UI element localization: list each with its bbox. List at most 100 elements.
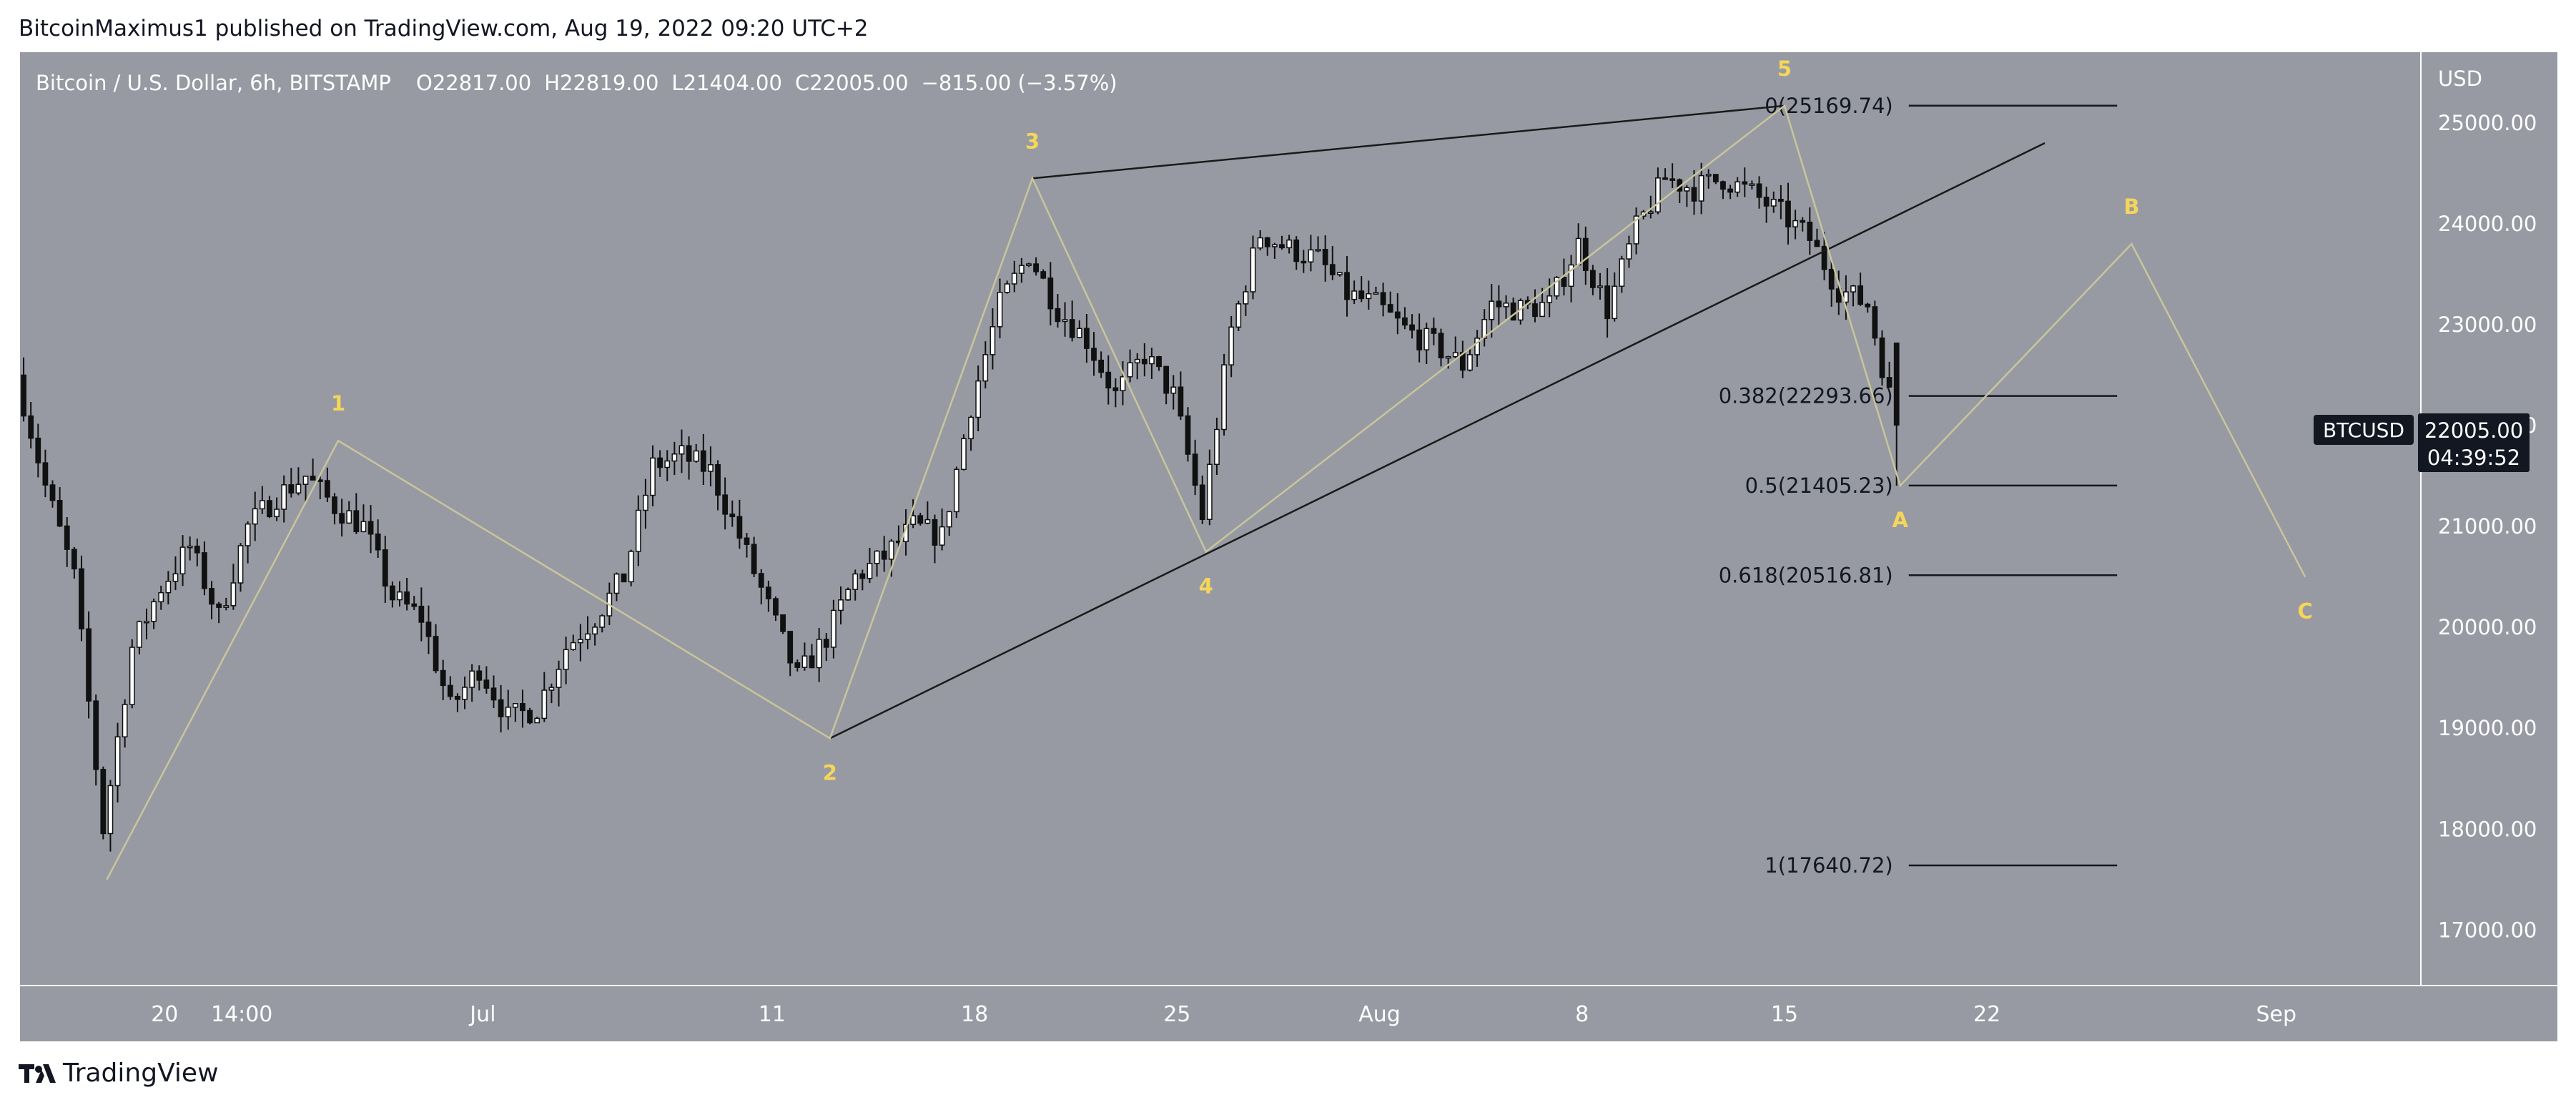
candle-body: [56, 500, 63, 527]
candle-body: [1893, 342, 1900, 426]
candle-body: [693, 450, 699, 462]
candle-body: [332, 496, 337, 514]
candle-body: [801, 655, 808, 668]
candle-body: [216, 603, 222, 608]
candle-body: [570, 642, 576, 650]
candle-body: [968, 416, 974, 440]
candle-body: [1329, 264, 1336, 275]
candle-body: [1264, 237, 1270, 247]
candle-body: [165, 581, 172, 594]
candle-body: [1170, 386, 1177, 394]
time-tick-label: 20: [151, 1002, 178, 1027]
current-price-badge: [2418, 413, 2530, 472]
candle-body: [1445, 355, 1451, 359]
candle-body: [1763, 197, 1770, 207]
candle-body: [252, 508, 258, 525]
candle-body: [1293, 239, 1300, 262]
candle-body: [1705, 174, 1712, 177]
candle-body: [527, 709, 533, 724]
candle-body: [1582, 237, 1589, 271]
candle-body: [317, 479, 323, 482]
candle-body: [1619, 258, 1625, 287]
wave-label-1: 1: [331, 391, 345, 416]
price-axis-panel: [2421, 52, 2557, 986]
candle-body: [512, 703, 518, 708]
fib-level-label: 0.5(21405.23): [1745, 473, 1893, 498]
candle-body: [107, 785, 114, 835]
time-tick-label: 8: [1575, 1002, 1589, 1027]
candle-body: [353, 510, 360, 533]
candle-body: [708, 464, 714, 472]
time-tick-label: 22: [1973, 1002, 2000, 1027]
candle-body: [1033, 263, 1039, 272]
candle-body: [505, 707, 511, 717]
candle-body: [1387, 304, 1393, 313]
candle-body: [563, 649, 569, 670]
candle-body: [382, 549, 388, 587]
candle-body: [411, 603, 418, 607]
candle-body: [1879, 337, 1885, 378]
price-tick-label: 17000.00: [2438, 918, 2537, 942]
candle-body: [1669, 178, 1676, 181]
candle-body: [744, 537, 750, 545]
candle-body: [245, 523, 251, 546]
currency-label: USD: [2438, 67, 2482, 91]
candle-body: [1286, 239, 1292, 249]
candle-body: [1843, 291, 1849, 303]
candle-body: [137, 621, 142, 648]
countdown-label: 04:39:52: [2427, 446, 2520, 470]
candle-body: [498, 699, 504, 717]
candle-body: [541, 689, 548, 719]
candle-body: [787, 631, 794, 664]
candle-body: [267, 500, 272, 518]
candle-body: [1271, 244, 1278, 247]
tradingview-footer[interactable]: TradingView: [19, 1059, 219, 1088]
candle-body: [346, 510, 352, 524]
candle-body: [194, 545, 200, 554]
candle-body: [1691, 187, 1697, 202]
time-tick-label: Aug: [1358, 1002, 1401, 1027]
candle-body: [1698, 175, 1704, 202]
legend-close-value: 22005.00: [809, 71, 908, 95]
candle-body: [932, 519, 938, 546]
candle-body: [490, 687, 497, 701]
candle-body: [1546, 295, 1553, 303]
candle-body: [1459, 352, 1466, 371]
candle-body: [1886, 377, 1892, 388]
candle-body: [1800, 220, 1806, 223]
candle-body: [237, 545, 244, 584]
candle-body: [780, 614, 786, 632]
candle-body: [577, 639, 583, 644]
candle-body: [1185, 415, 1191, 455]
candle-body: [715, 464, 721, 496]
candle-body: [1785, 200, 1791, 227]
candle-body: [1322, 249, 1328, 265]
candle-body: [816, 639, 822, 669]
candle-body: [830, 609, 837, 648]
candle-body: [1004, 283, 1010, 293]
candle-body: [1243, 291, 1249, 305]
candle-body: [1756, 183, 1762, 198]
candle-body: [888, 540, 894, 560]
candle-body: [686, 445, 692, 462]
candle-body: [722, 494, 729, 515]
candle-body: [867, 563, 873, 579]
candle-body: [1026, 263, 1032, 266]
candle-body: [520, 703, 525, 712]
candle-body: [1235, 303, 1242, 328]
candle-body: [93, 700, 99, 770]
price-tick-label: 23000.00: [2438, 313, 2537, 337]
candle-body: [1828, 268, 1835, 290]
candle-body: [418, 605, 425, 623]
candle-body: [838, 599, 844, 612]
candle-body: [700, 450, 706, 472]
candle-body: [1416, 329, 1423, 350]
candle-body: [455, 695, 460, 700]
candle-body: [1308, 249, 1314, 262]
price-tick-label: 25000.00: [2438, 111, 2537, 135]
candle-body: [1337, 272, 1343, 275]
candle-body: [375, 533, 381, 551]
elliott-wave-labels: 1 2 3 4 5 A B C: [331, 57, 2313, 785]
candle-body: [917, 515, 924, 524]
